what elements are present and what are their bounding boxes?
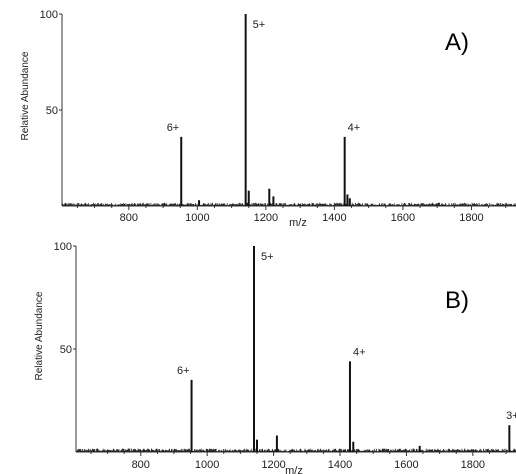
x-axis-label: m/z bbox=[289, 217, 307, 229]
x-tick-label: 1200 bbox=[254, 212, 278, 224]
panel-letter: B) bbox=[445, 287, 469, 314]
y-tick-label: 50 bbox=[46, 105, 58, 117]
y-tick-label: 50 bbox=[60, 344, 72, 356]
panel-letter: A) bbox=[445, 29, 469, 56]
x-tick-label: 1800 bbox=[461, 459, 485, 471]
x-tick-label: 1200 bbox=[261, 459, 285, 471]
y-axis-label: Relative Abundance bbox=[20, 51, 31, 140]
x-tick-label: 1600 bbox=[394, 459, 418, 471]
peak-charge-label: 4+ bbox=[348, 122, 361, 134]
x-tick-label: 1400 bbox=[328, 459, 352, 471]
x-tick-label: 800 bbox=[132, 459, 150, 471]
y-tick-label: 100 bbox=[54, 241, 72, 253]
peak-charge-label: 3+ bbox=[506, 410, 516, 422]
x-tick-label: 1000 bbox=[185, 212, 209, 224]
x-tick-label: 800 bbox=[120, 212, 138, 224]
baseline-noise bbox=[62, 202, 516, 206]
x-axis-label: m/z bbox=[285, 465, 303, 474]
spectrum-panel-b: 50 100 800 1000 1200 1400 1600 1800 6+ 5+ 4+ 3+ Rela… bbox=[34, 241, 516, 474]
peak-charge-label: 5+ bbox=[261, 251, 274, 263]
peak-charge-label: 6+ bbox=[167, 122, 180, 134]
peak-charge-label: 5+ bbox=[253, 19, 266, 31]
y-axis-label: Relative Abundance bbox=[34, 291, 45, 380]
x-tick-label: 1800 bbox=[459, 212, 483, 224]
peak-charge-label: 6+ bbox=[177, 365, 190, 377]
x-tick-label: 1000 bbox=[195, 459, 219, 471]
baseline-noise bbox=[76, 448, 516, 452]
peak-charge-label: 4+ bbox=[353, 346, 366, 358]
x-tick-label: 1600 bbox=[391, 212, 415, 224]
spectrum-panel-a: 50 100 800 1000 1200 1400 1600 1800 6+ 5+ 4+ Relati… bbox=[20, 9, 516, 229]
y-tick-label: 100 bbox=[40, 9, 58, 21]
x-tick-label: 1400 bbox=[322, 212, 346, 224]
